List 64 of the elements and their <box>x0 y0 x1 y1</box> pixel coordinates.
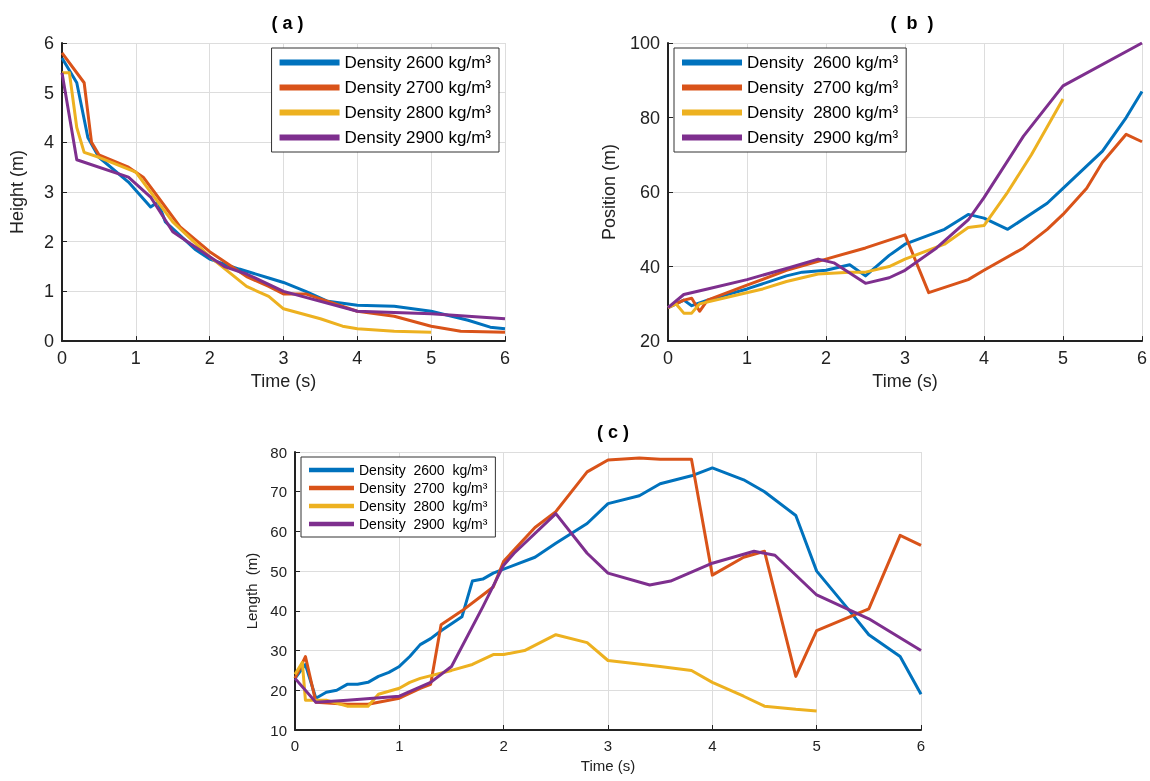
y-tick-label: 0 <box>43 331 54 352</box>
y-tick-label: 80 <box>639 107 660 128</box>
y-tick-label: 40 <box>639 256 660 277</box>
x-tick-label: 4 <box>352 348 363 369</box>
x-tick-label: 1 <box>395 737 404 754</box>
x-axis-title: Time (s) <box>580 756 636 774</box>
x-tick-label: 4 <box>978 348 989 369</box>
x-tick-label: 1 <box>741 348 753 369</box>
legend-label: Density 2900 kg/m³ <box>359 516 488 532</box>
y-tick-label: 20 <box>639 331 660 352</box>
x-tick-label: 4 <box>708 737 717 754</box>
y-tick-label: 30 <box>270 642 287 660</box>
x-tick-label: 5 <box>812 737 821 754</box>
x-tick-label: 2 <box>204 348 215 369</box>
chart-title: ( b ) <box>890 13 934 33</box>
legend-label: Density 2800 kg/m³ <box>344 103 492 122</box>
y-tick-label: 3 <box>43 182 54 203</box>
chart-title: ( c ) <box>596 422 630 442</box>
y-tick-label: 40 <box>270 602 287 620</box>
legend-label: Density 2700 kg/m³ <box>747 78 899 97</box>
x-tick-label: 6 <box>1136 348 1147 369</box>
x-tick-label: 2 <box>499 737 508 754</box>
x-tick-label: 0 <box>290 737 300 754</box>
legend-label: Density 2900 kg/m³ <box>344 128 492 147</box>
y-tick-label: 1 <box>43 281 54 302</box>
line-series <box>666 97 1065 315</box>
y-axis-title: Length (m) <box>243 552 260 630</box>
x-tick-label: 5 <box>426 348 437 369</box>
y-tick-label: 100 <box>629 33 660 53</box>
y-tick-label: 50 <box>270 562 287 580</box>
chart-title: ( a ) <box>271 13 304 33</box>
y-axis-title: Height (m) <box>7 150 27 235</box>
legend-label: Density 2600 kg/m³ <box>344 53 492 72</box>
x-tick-label: 3 <box>899 348 911 369</box>
x-tick-label: 6 <box>499 348 511 369</box>
y-tick-label: 2 <box>43 231 54 252</box>
y-tick-label: 10 <box>270 721 287 739</box>
x-tick-label: 0 <box>662 348 674 369</box>
legend-label: Density 2700 kg/m³ <box>344 78 492 97</box>
x-tick-label: 3 <box>603 737 613 754</box>
y-axis-title: Position (m) <box>599 144 619 241</box>
y-tick-label: 60 <box>270 522 287 540</box>
x-tick-label: 1 <box>130 348 141 369</box>
y-tick-label: 6 <box>43 33 54 53</box>
legend-label: Density 2800 kg/m³ <box>747 103 899 122</box>
y-tick-label: 70 <box>270 483 287 501</box>
x-tick-label: 2 <box>820 348 832 369</box>
x-tick-label: 5 <box>1057 348 1068 369</box>
legend-label: Density 2900 kg/m³ <box>747 128 899 147</box>
y-tick-label: 60 <box>639 182 660 203</box>
legend-label: Density 2600 kg/m³ <box>747 53 899 72</box>
y-tick-label: 80 <box>270 443 287 461</box>
line-series <box>293 512 923 704</box>
y-tick-label: 5 <box>43 82 54 103</box>
legend-label: Density 2800 kg/m³ <box>359 498 488 514</box>
x-axis-title: Time (s) <box>250 371 317 391</box>
legend-label: Density 2700 kg/m³ <box>359 480 488 496</box>
x-axis-title: Time (s) <box>872 371 938 391</box>
x-tick-label: 0 <box>56 348 68 369</box>
line-series <box>293 633 819 713</box>
y-tick-label: 4 <box>43 132 54 153</box>
x-tick-label: 6 <box>916 737 926 754</box>
y-tick-label: 20 <box>270 681 287 699</box>
legend-label: Density 2600 kg/m³ <box>359 462 488 478</box>
